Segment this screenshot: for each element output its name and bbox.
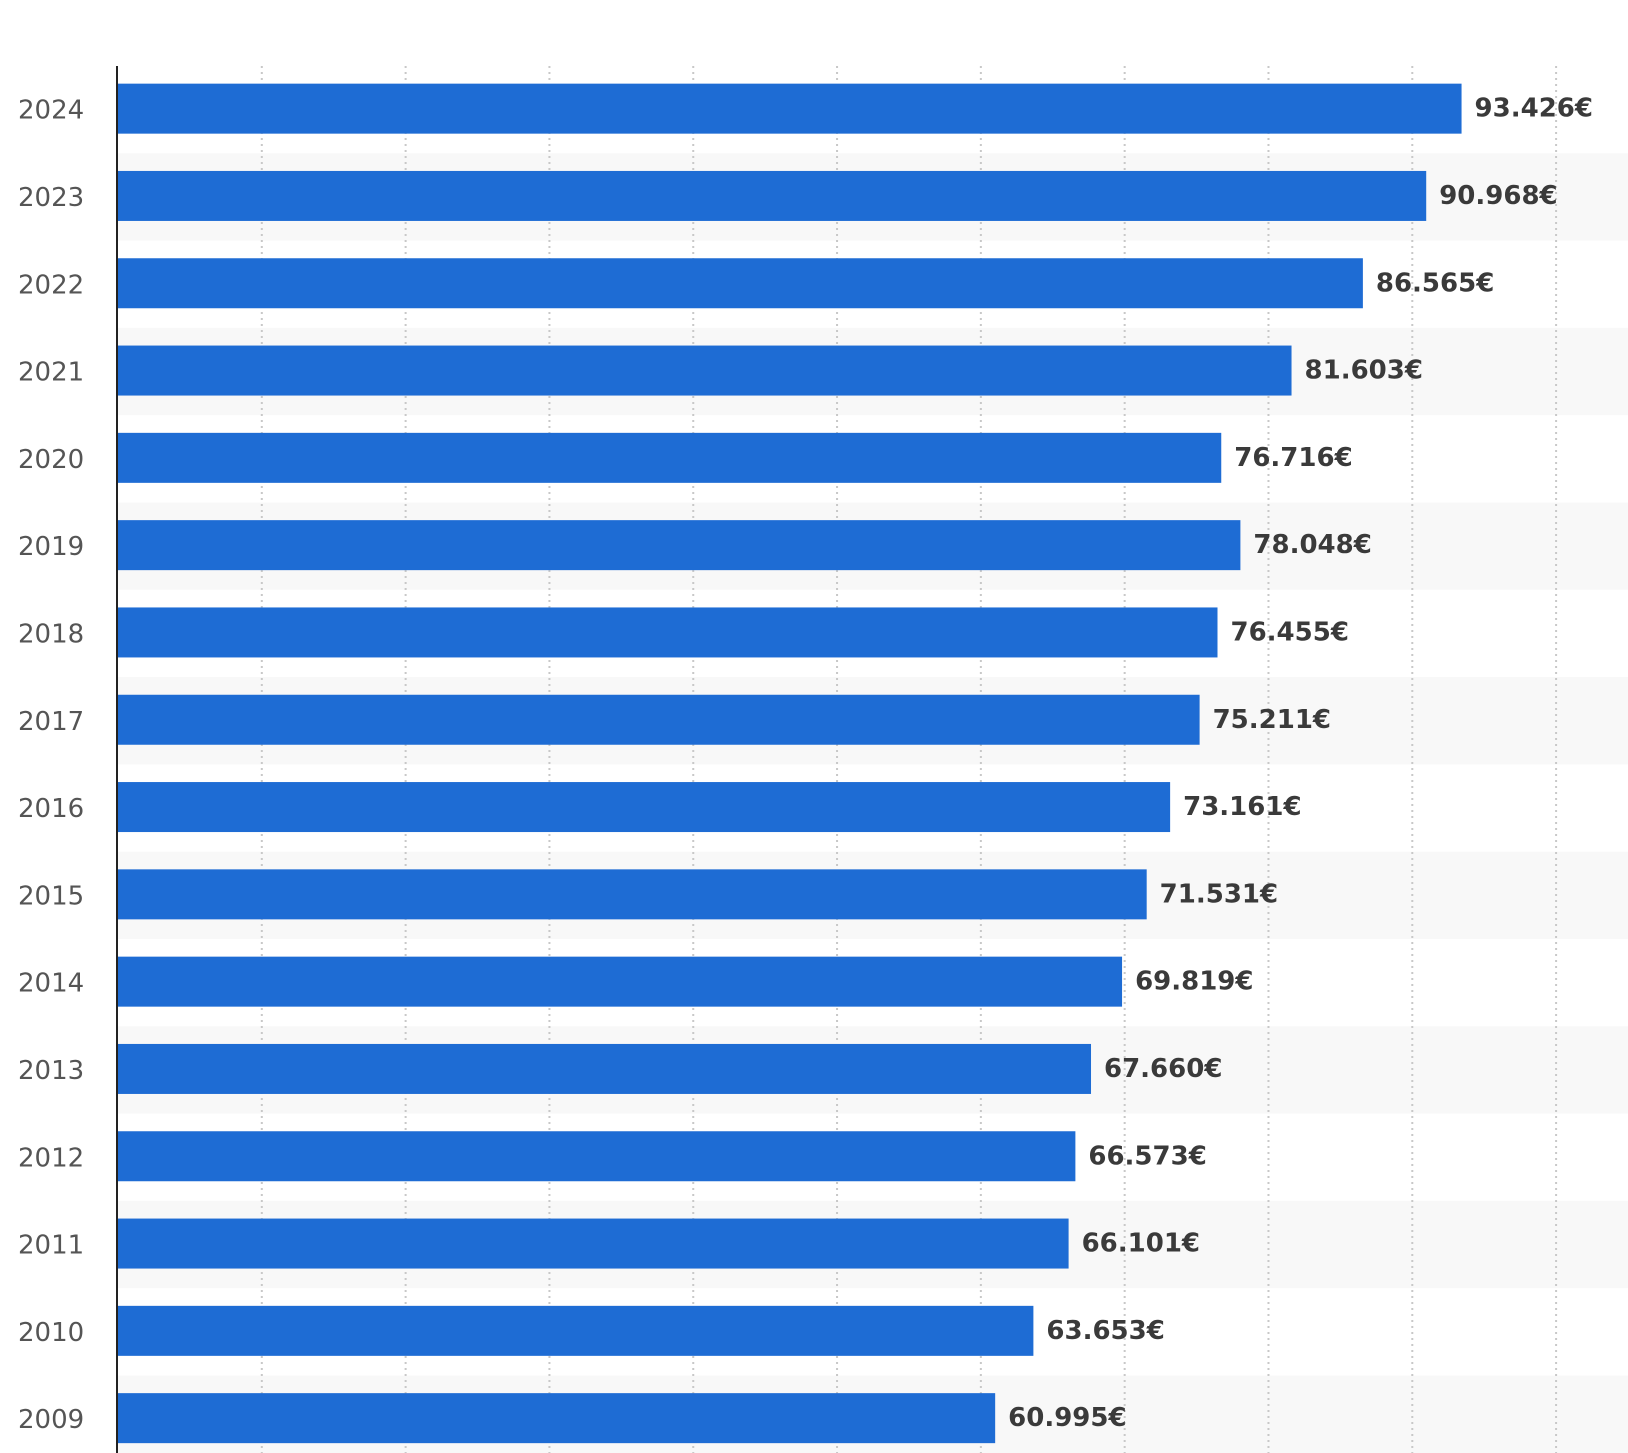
value-label-2010: 63.653€ [1046,1316,1164,1346]
category-label-2018: 2018 [18,619,84,649]
bar-2009 [118,1393,996,1444]
category-label-2016: 2016 [18,794,84,824]
value-labels: 93.426€ 90.968€ 86.565€ 81.603€ 76.716€ 78.04… [1008,94,1593,1434]
category-label-2023: 2023 [18,183,84,213]
value-label-2014: 69.819€ [1135,967,1253,997]
value-label-2024: 93.426€ [1475,94,1593,124]
value-label-2023: 90.968€ [1439,181,1557,211]
bar-2011 [118,1218,1069,1269]
category-label-2015: 2015 [18,881,84,911]
value-label-2009: 60.995€ [1008,1403,1126,1433]
bar-2014 [118,956,1123,1007]
bar-2018 [118,607,1218,658]
category-labels: 2024 2023 2022 2021 2020 2019 2018 2017 2016 2015… [18,96,84,1436]
bar-2020 [118,432,1222,483]
bar-2012 [118,1131,1076,1182]
bar-2010 [118,1305,1034,1356]
value-label-2020: 76.716€ [1234,443,1352,473]
value-label-2015: 71.531€ [1160,879,1278,909]
bars [118,83,1462,1444]
category-label-2024: 2024 [18,96,84,126]
value-label-2021: 81.603€ [1305,356,1423,386]
bar-2021 [118,345,1292,396]
category-label-2017: 2017 [18,707,84,737]
bar-2019 [118,520,1241,571]
category-label-2021: 2021 [18,358,84,388]
value-label-2011: 66.101€ [1082,1229,1200,1259]
value-label-2013: 67.660€ [1104,1054,1222,1084]
value-label-2022: 86.565€ [1376,268,1494,298]
category-label-2022: 2022 [18,270,84,300]
bar-2016 [118,782,1171,833]
bar-2015 [118,869,1147,920]
value-label-2012: 66.573€ [1088,1141,1206,1171]
value-label-2018: 76.455€ [1230,617,1348,647]
category-label-2012: 2012 [18,1143,84,1173]
bar-2017 [118,694,1200,745]
category-label-2011: 2011 [18,1231,84,1261]
category-label-2014: 2014 [18,969,84,999]
bar-2023 [118,170,1427,221]
value-label-2017: 75.211€ [1213,705,1331,735]
category-label-2009: 2009 [18,1405,84,1435]
bar-2013 [118,1043,1092,1094]
category-label-2013: 2013 [18,1056,84,1086]
category-label-2019: 2019 [18,532,84,562]
value-label-2016: 73.161€ [1183,792,1301,822]
category-label-2020: 2020 [18,445,84,475]
category-label-2010: 2010 [18,1318,84,1348]
bar-2024 [118,83,1462,134]
value-label-2019: 78.048€ [1253,530,1371,560]
bar-2022 [118,258,1363,309]
